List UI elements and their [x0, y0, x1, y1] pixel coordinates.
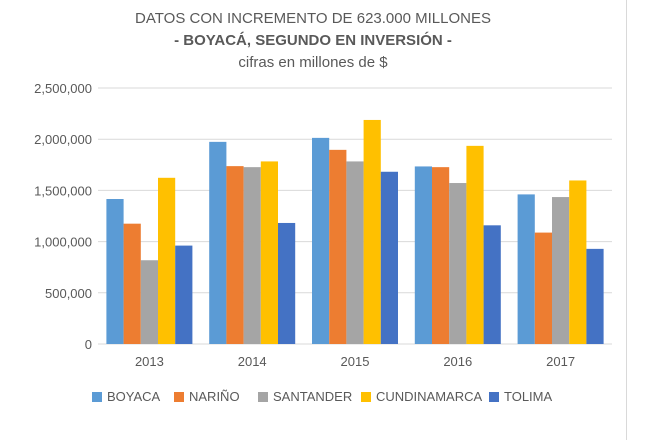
x-tick-label: 2014	[238, 354, 267, 369]
bar-santander	[140, 260, 158, 344]
legend-item: CUNDINAMARCA	[361, 389, 482, 404]
bar-cundinamarca	[569, 180, 587, 344]
legend-item: BOYACA	[92, 389, 160, 404]
bar-santander	[449, 183, 467, 344]
legend-label: SANTANDER	[273, 389, 353, 404]
bar-boyaca	[517, 194, 535, 344]
legend-label: TOLIMA	[504, 389, 553, 404]
y-tick-label: 0	[85, 337, 92, 352]
bar-nariño	[123, 223, 141, 344]
bar-tolima	[278, 222, 296, 344]
bar-cundinamarca	[466, 145, 484, 344]
chart-frame	[626, 0, 627, 440]
legend-label: NARIÑO	[189, 389, 240, 404]
bar-cundinamarca	[363, 119, 381, 345]
chart-title: DATOS CON INCREMENTO DE 623.000 MILLONES	[135, 10, 491, 27]
x-tick-label: 2017	[546, 354, 575, 369]
bar-tolima	[175, 245, 193, 344]
x-tick-label: 2015	[341, 354, 370, 369]
legend-swatch	[92, 391, 102, 402]
legend-swatch	[361, 391, 371, 402]
y-tick-label: 1,500,000	[34, 183, 92, 198]
legend-swatch	[258, 391, 268, 402]
legend-item: TOLIMA	[489, 389, 552, 404]
bar-cundinamarca	[260, 161, 278, 344]
bar-tolima	[380, 171, 398, 344]
y-tick-label: 2,500,000	[34, 81, 92, 96]
legend-item: NARIÑO	[174, 389, 240, 404]
bar-boyaca	[414, 166, 432, 344]
x-tick-label: 2013	[135, 354, 164, 369]
bar-boyaca	[209, 141, 227, 344]
legend-label: BOYACA	[107, 389, 161, 404]
bar-boyaca	[106, 199, 124, 344]
legend-swatch	[174, 391, 184, 402]
chart-units-note: cifras en millones de $	[238, 54, 388, 71]
bar-nariño	[226, 166, 244, 344]
bar-boyaca	[312, 137, 330, 344]
chart-subtitle: - BOYACÁ, SEGUNDO EN INVERSIÓN -	[174, 32, 452, 49]
legend-label: CUNDINAMARCA	[376, 389, 483, 404]
x-tick-label: 2016	[443, 354, 472, 369]
bar-santander	[552, 197, 570, 344]
y-tick-label: 2,000,000	[34, 132, 92, 147]
bar-cundinamarca	[158, 177, 176, 344]
y-tick-label: 500,000	[45, 286, 92, 301]
bar-santander	[243, 167, 261, 344]
legend-swatch	[489, 391, 499, 402]
bar-nariño	[432, 167, 450, 344]
bar-tolima	[586, 248, 604, 344]
bar-tolima	[483, 225, 501, 344]
bar-santander	[346, 161, 364, 344]
y-tick-label: 1,000,000	[34, 235, 92, 250]
bar-nariño	[534, 232, 552, 344]
legend-item: SANTANDER	[258, 389, 352, 404]
bar-nariño	[329, 149, 347, 344]
